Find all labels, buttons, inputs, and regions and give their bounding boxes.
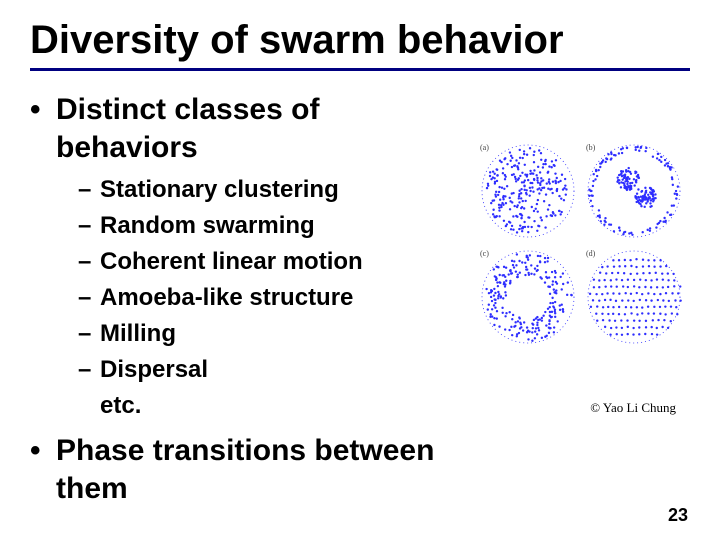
sub-bullet-text: Stationary clustering — [100, 172, 339, 208]
dash-marker: – — [78, 172, 100, 208]
dash-marker: – — [78, 280, 100, 316]
bullet-marker: • — [30, 91, 56, 129]
sub-bullet: –Coherent linear motion — [78, 244, 460, 280]
sub-bullet: –Random swarming — [78, 208, 460, 244]
sub-bullet-text: Milling — [100, 316, 176, 352]
slide-body: • Distinct classes of behaviors –Station… — [30, 91, 690, 515]
bullet-l1-text: Distinct classes of behaviors — [56, 91, 460, 166]
sub-bullet-list: –Stationary clustering –Random swarming … — [78, 172, 460, 424]
sub-bullet: –Stationary clustering — [78, 172, 460, 208]
dash-marker: – — [78, 244, 100, 280]
svg-text:(a): (a) — [480, 143, 489, 152]
svg-text:(c): (c) — [480, 249, 489, 258]
text-column: • Distinct classes of behaviors –Station… — [30, 91, 460, 515]
sub-bullet-text: Random swarming — [100, 208, 315, 244]
bullet-l1: • Phase transitions between them — [30, 432, 460, 507]
sub-bullet-tail: –etc. — [78, 388, 460, 424]
swarm-diagram: (a) (b) (c) (d) — [478, 141, 688, 351]
slide: Diversity of swarm behavior • Distinct c… — [0, 0, 720, 540]
sub-bullet: –Amoeba-like structure — [78, 280, 460, 316]
slide-title: Diversity of swarm behavior — [30, 18, 690, 62]
bullet-marker: • — [30, 432, 56, 470]
diagram-credit: © Yao Li Chung — [590, 400, 676, 416]
sub-bullet-text: Coherent linear motion — [100, 244, 363, 280]
svg-text:(b): (b) — [586, 143, 596, 152]
bullet-l1-text: Phase transitions between them — [56, 432, 460, 507]
dash-marker: – — [78, 208, 100, 244]
dash-marker: – — [78, 316, 100, 352]
bullet-l1: • Distinct classes of behaviors — [30, 91, 460, 166]
title-underline — [30, 68, 690, 71]
swarm-svg: (a) (b) (c) (d) — [478, 141, 688, 351]
sub-bullet-text: Amoeba-like structure — [100, 280, 353, 316]
svg-text:(d): (d) — [586, 249, 596, 258]
page-number: 23 — [668, 505, 688, 526]
sub-bullet: –Milling — [78, 316, 460, 352]
dash-marker: – — [78, 352, 100, 388]
sub-bullet: –Dispersal — [78, 352, 460, 388]
sub-bullet-text: etc. — [100, 388, 141, 424]
sub-bullet-text: Dispersal — [100, 352, 208, 388]
bullet-list: • Distinct classes of behaviors –Station… — [30, 91, 460, 507]
